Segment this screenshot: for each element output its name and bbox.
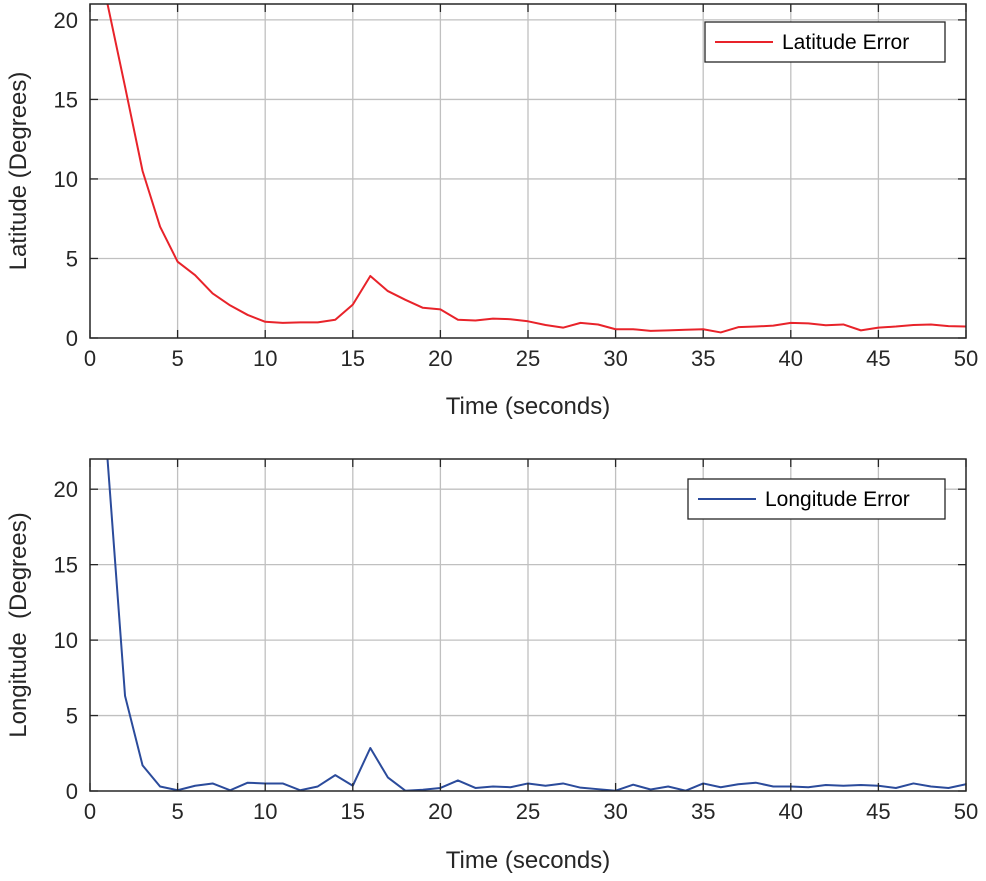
latitude-x-axis-label: Time (seconds) — [446, 393, 610, 420]
latitude-y-tick-label: 10 — [54, 167, 78, 192]
longitude-legend-label: Longitude Error — [765, 488, 910, 511]
latitude-error-series — [106, 4, 966, 334]
longitude-x-tick-label: 0 — [84, 799, 96, 824]
latitude-x-tick-label: 5 — [171, 346, 183, 371]
latitude-x-tick-label: 50 — [954, 346, 978, 371]
longitude-y-tick-label: 20 — [54, 477, 78, 502]
longitude-x-tick-label: 50 — [954, 799, 978, 824]
latitude-y-axis-label: Latitude (Degrees) — [5, 72, 32, 271]
longitude-y-tick-label: 15 — [54, 553, 78, 578]
longitude-x-tick-label: 40 — [779, 799, 803, 824]
latitude-plot: 0 5 10 15 20 25 30 35 40 45 50 0 5 10 15 20 Time (second… — [5, 3, 978, 420]
longitude-error-series — [106, 459, 966, 791]
longitude-x-tick-label: 5 — [171, 799, 183, 824]
latitude-x-tick-label: 15 — [341, 346, 365, 371]
longitude-x-tick-label: 35 — [691, 799, 715, 824]
latitude-x-tick-label: 35 — [691, 346, 715, 371]
latitude-legend: Latitude Error — [704, 21, 946, 63]
latitude-x-tick-label: 20 — [428, 346, 452, 371]
longitude-x-tick-label: 30 — [603, 799, 627, 824]
longitude-y-tick-label: 10 — [54, 628, 78, 653]
latitude-y-tick-label: 15 — [54, 87, 78, 112]
latitude-x-tick-label: 30 — [603, 346, 627, 371]
longitude-x-tick-label: 25 — [516, 799, 540, 824]
longitude-x-tick-label: 10 — [253, 799, 277, 824]
longitude-y-tick-label: 0 — [66, 779, 78, 804]
longitude-y-axis-label: Longitude (Degrees) — [5, 512, 32, 737]
latitude-x-tick-label: 40 — [779, 346, 803, 371]
latitude-y-tick-label: 0 — [66, 326, 78, 351]
latitude-x-tick-label: 0 — [84, 346, 96, 371]
latitude-y-tick-label: 5 — [66, 246, 78, 271]
longitude-x-tick-label: 20 — [428, 799, 452, 824]
latitude-y-tick-label: 20 — [54, 8, 78, 33]
longitude-x-tick-label: 15 — [341, 799, 365, 824]
longitude-x-tick-label: 45 — [866, 799, 890, 824]
longitude-plot: 0 5 10 15 20 25 30 35 40 45 50 0 5 10 15 20 Time (second… — [5, 458, 978, 874]
longitude-x-axis-label: Time (seconds) — [446, 847, 610, 874]
latitude-legend-label: Latitude Error — [782, 31, 909, 54]
latitude-x-tick-label: 25 — [516, 346, 540, 371]
longitude-y-tick-label: 5 — [66, 704, 78, 729]
latitude-x-tick-label: 45 — [866, 346, 890, 371]
longitude-legend: Longitude Error — [687, 478, 946, 520]
latitude-x-tick-label: 10 — [253, 346, 277, 371]
